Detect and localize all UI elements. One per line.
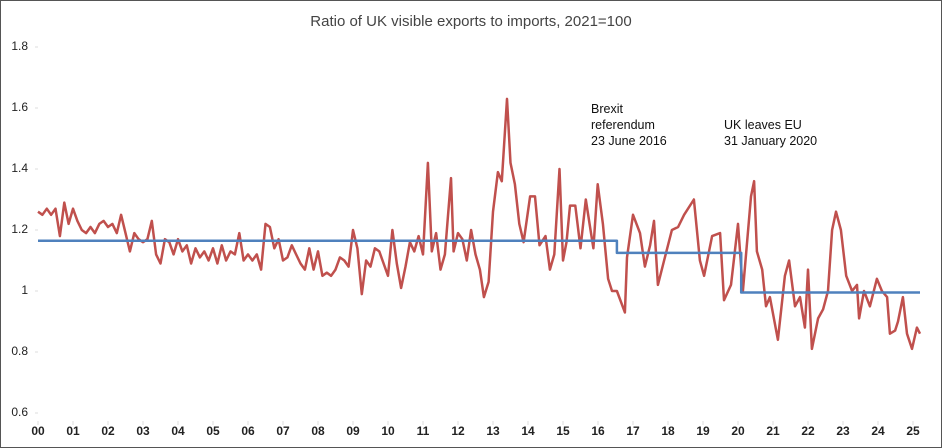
x-tick-label: 19 <box>696 424 710 438</box>
y-tick-label: 0.6 <box>11 405 28 419</box>
x-tick-label: 23 <box>836 424 850 438</box>
x-tick-label: 02 <box>101 424 115 438</box>
x-tick-label: 18 <box>661 424 675 438</box>
x-tick-label: 20 <box>731 424 745 438</box>
series-line <box>37 97 922 351</box>
x-tick-label: 24 <box>871 424 885 438</box>
y-tick-label: 1.2 <box>11 222 28 236</box>
x-tick-label: 00 <box>31 424 45 438</box>
x-tick-label: 16 <box>591 424 605 438</box>
x-tick-label: 04 <box>171 424 185 438</box>
y-tick-label: 1.8 <box>11 39 28 53</box>
x-tick-label: 15 <box>556 424 570 438</box>
annotation: 23 June 2016 <box>591 134 667 148</box>
x-tick-label: 25 <box>906 424 920 438</box>
x-tick-label: 11 <box>417 424 430 438</box>
annotation: Brexit <box>591 102 623 116</box>
y-tick-label: 0.8 <box>11 344 28 358</box>
x-tick-label: 12 <box>451 424 465 438</box>
x-tick-label: 05 <box>206 424 220 438</box>
x-tick-label: 17 <box>626 424 640 438</box>
x-tick-label: 06 <box>241 424 255 438</box>
series-line <box>38 239 920 294</box>
chart-title: Ratio of UK visible exports to imports, … <box>310 13 631 30</box>
x-tick-label: 07 <box>276 424 290 438</box>
x-tick-label: 21 <box>766 424 780 438</box>
x-tick-label: 01 <box>66 424 80 438</box>
x-tick-label: 14 <box>521 424 535 438</box>
x-tick-label: 09 <box>346 424 360 438</box>
x-tick-label: 22 <box>801 424 815 438</box>
x-tick-label: 13 <box>486 424 500 438</box>
annotation: UK leaves EU <box>724 118 802 132</box>
y-tick-label: 1 <box>21 283 28 297</box>
annotation: 31 January 2020 <box>724 134 817 148</box>
annotation: referendum <box>591 118 655 132</box>
x-tick-label: 10 <box>381 424 395 438</box>
y-tick-label: 1.4 <box>11 161 28 175</box>
x-tick-label: 03 <box>136 424 150 438</box>
y-tick-label: 1.6 <box>11 100 28 114</box>
x-tick-label: 08 <box>311 424 325 438</box>
